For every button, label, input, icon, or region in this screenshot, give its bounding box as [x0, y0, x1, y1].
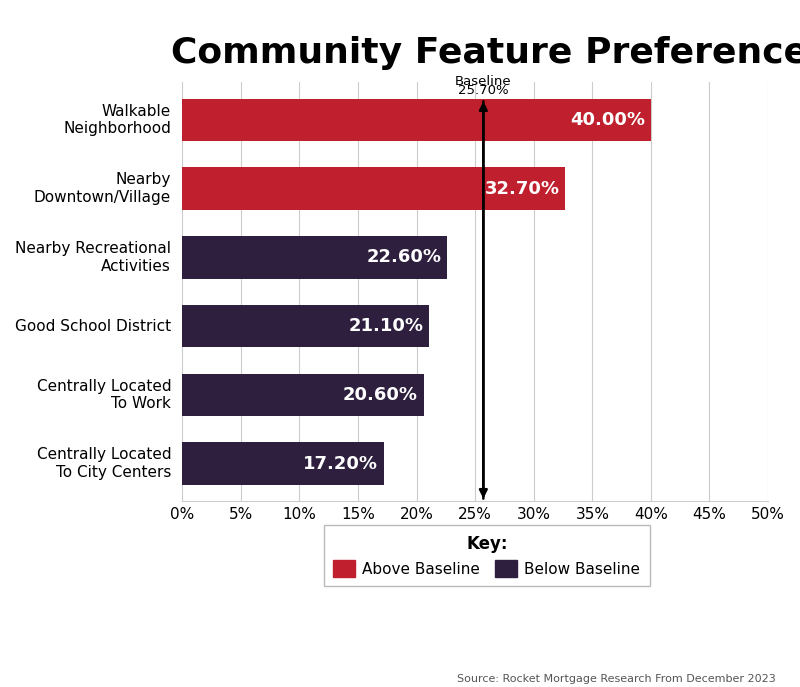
Text: 32.70%: 32.70% — [485, 179, 559, 198]
Text: 25.70%: 25.70% — [458, 85, 509, 97]
Bar — [182, 98, 651, 142]
Bar — [182, 305, 430, 348]
Bar — [182, 168, 566, 210]
Text: Source: Rocket Mortgage Research From December 2023: Source: Rocket Mortgage Research From De… — [458, 673, 776, 684]
Bar — [182, 442, 384, 485]
Bar — [182, 236, 447, 279]
Legend: Above Baseline, Below Baseline: Above Baseline, Below Baseline — [324, 526, 650, 586]
Text: 17.20%: 17.20% — [303, 455, 378, 473]
Title: Community Feature Preferences: Community Feature Preferences — [170, 36, 800, 69]
Text: 22.60%: 22.60% — [366, 249, 441, 267]
Text: 20.60%: 20.60% — [342, 386, 418, 404]
Text: 21.10%: 21.10% — [349, 317, 423, 335]
Text: 40.00%: 40.00% — [570, 111, 645, 129]
Text: Baseline: Baseline — [455, 76, 512, 88]
Bar — [182, 374, 423, 416]
